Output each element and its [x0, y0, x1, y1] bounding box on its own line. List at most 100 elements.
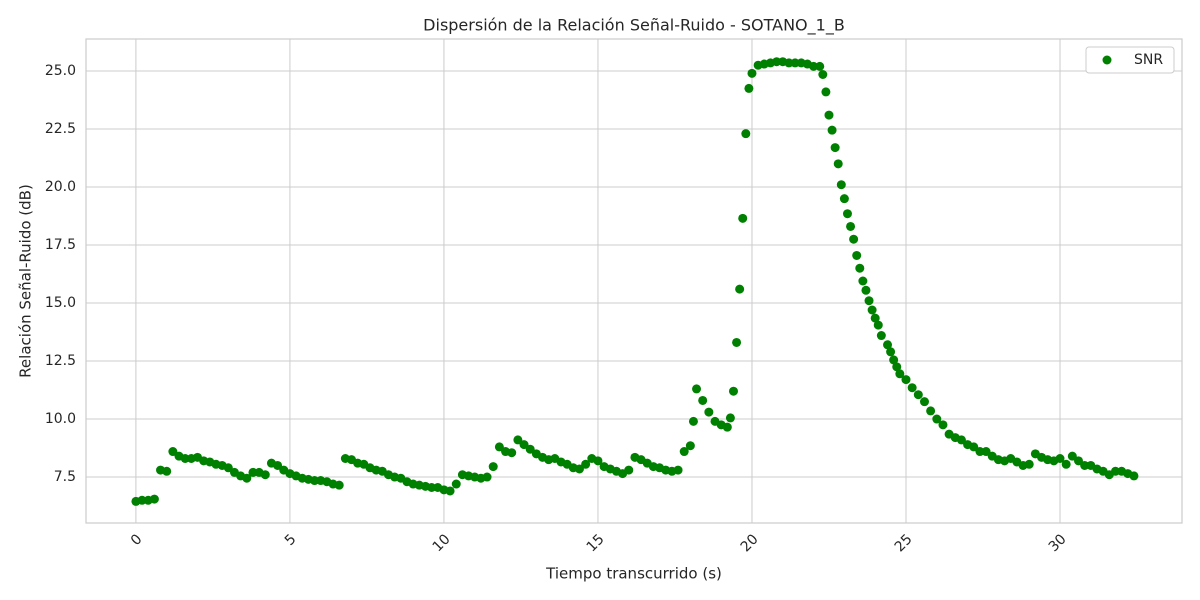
- point: [892, 362, 902, 372]
- point: [704, 407, 714, 417]
- x-axis-label: Tiempo transcurrido (s): [545, 565, 722, 583]
- point: [744, 83, 754, 93]
- point: [273, 460, 283, 470]
- point: [836, 180, 846, 190]
- point: [975, 447, 985, 457]
- point: [852, 250, 862, 260]
- point: [876, 331, 886, 341]
- point: [692, 384, 702, 394]
- point: [728, 386, 738, 396]
- point: [981, 447, 991, 457]
- point: [815, 61, 825, 71]
- point: [673, 465, 683, 475]
- point: [883, 340, 893, 350]
- y-tick-label: 15.0: [45, 295, 76, 311]
- point: [867, 305, 877, 315]
- point: [574, 464, 584, 474]
- point: [310, 476, 320, 486]
- x-tick-label: 15: [584, 531, 608, 555]
- point: [833, 159, 843, 169]
- chart-title: Dispersión de la Relación Señal-Ruido - …: [423, 16, 845, 36]
- point: [901, 375, 911, 385]
- point: [242, 473, 252, 483]
- point: [855, 263, 865, 273]
- point: [482, 472, 492, 482]
- point: [913, 390, 923, 400]
- point: [168, 447, 178, 457]
- point: [624, 465, 634, 475]
- point: [821, 87, 831, 97]
- point: [1129, 471, 1139, 481]
- x-tick-label: 10: [430, 531, 454, 555]
- point: [679, 447, 689, 457]
- y-tick-label: 17.5: [45, 237, 76, 253]
- point: [809, 61, 819, 71]
- y-tick-label: 25.0: [45, 63, 76, 79]
- plot-frame: [85, 38, 1183, 524]
- point: [735, 284, 745, 294]
- point: [180, 453, 190, 463]
- point: [873, 320, 883, 330]
- point: [741, 129, 751, 139]
- point: [919, 397, 929, 407]
- point: [1024, 459, 1034, 469]
- point: [849, 234, 859, 244]
- point: [732, 337, 742, 347]
- y-axis-label: Relación Señal-Ruido (dB): [17, 184, 35, 378]
- point: [1061, 459, 1071, 469]
- point: [932, 414, 942, 424]
- point: [427, 483, 437, 493]
- point: [926, 406, 936, 416]
- point: [1080, 460, 1090, 470]
- point: [861, 285, 871, 295]
- point: [956, 435, 966, 445]
- point: [722, 422, 732, 432]
- point: [846, 221, 856, 231]
- point: [525, 444, 535, 454]
- point: [858, 276, 868, 286]
- point: [698, 395, 708, 405]
- x-tick-label: 5: [282, 531, 300, 549]
- legend-marker: [1102, 55, 1112, 65]
- point: [519, 440, 529, 450]
- point: [494, 442, 504, 452]
- x-tick-label: 30: [1046, 531, 1070, 555]
- point: [688, 416, 698, 426]
- x-tick-label: 0: [128, 531, 146, 549]
- point: [784, 58, 794, 68]
- point: [938, 420, 948, 430]
- point: [260, 470, 270, 480]
- point: [581, 459, 591, 469]
- point: [593, 456, 603, 466]
- point: [1067, 451, 1077, 461]
- y-tick-label: 22.5: [45, 121, 76, 137]
- point: [818, 69, 828, 79]
- legend: SNR: [1085, 46, 1175, 74]
- point: [451, 479, 461, 489]
- grid: [86, 39, 1182, 523]
- x-tick-label: 20: [738, 531, 762, 555]
- point: [488, 462, 498, 472]
- point: [1073, 456, 1083, 466]
- point: [827, 125, 837, 135]
- point: [790, 58, 800, 68]
- point: [445, 486, 455, 496]
- point: [907, 383, 917, 393]
- point: [886, 347, 896, 357]
- point: [864, 296, 874, 306]
- point: [839, 194, 849, 204]
- legend-label: SNR: [1134, 52, 1163, 68]
- point: [824, 110, 834, 120]
- point: [149, 494, 159, 504]
- point: [513, 435, 523, 445]
- point: [747, 68, 757, 78]
- y-tick-label: 10.0: [45, 411, 76, 427]
- point: [842, 209, 852, 219]
- point: [1055, 453, 1065, 463]
- point: [969, 442, 979, 452]
- point: [725, 413, 735, 423]
- point: [830, 143, 840, 153]
- point: [507, 448, 517, 458]
- point: [334, 480, 344, 490]
